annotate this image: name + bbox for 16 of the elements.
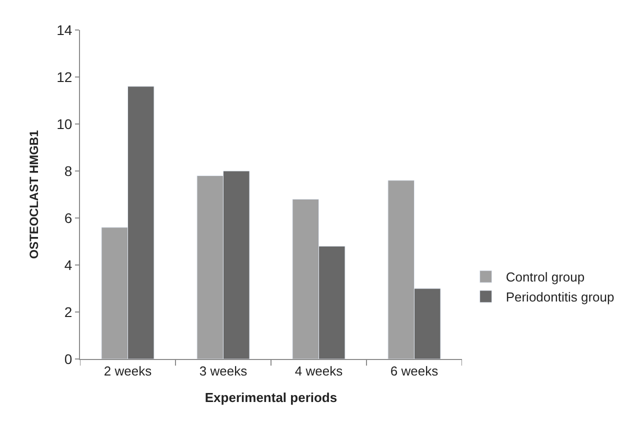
y-tick-label: 14 — [56, 22, 72, 38]
x-tick-label: 6 weeks — [390, 364, 439, 379]
legend-label: Control group — [506, 270, 585, 285]
x-tick-label: 2 weeks — [104, 364, 152, 379]
y-tick-label: 10 — [56, 116, 72, 132]
y-tick-label: 8 — [64, 162, 72, 179]
y-tick-label: 6 — [64, 210, 72, 226]
y-tick-label: 12 — [56, 68, 72, 85]
y-tick-label: 2 — [64, 304, 72, 320]
x-tick-label: 4 weeks — [294, 364, 344, 379]
y-axis-title: OSTEOCLAST HMGB1 — [26, 130, 41, 259]
x-axis-title: Experimental periods — [204, 390, 338, 406]
y-tick-label: 0 — [64, 350, 72, 367]
x-tick-label: 3 weeks — [199, 364, 248, 379]
y-tick-label: 4 — [64, 256, 72, 273]
legend-label: Periodontitis group — [506, 290, 614, 305]
